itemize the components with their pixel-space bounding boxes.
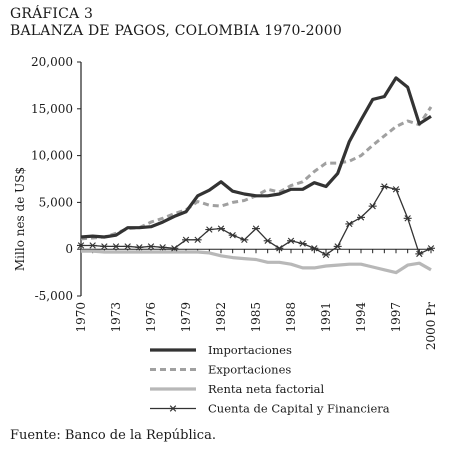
series-point-cuenta-de-capital-y-financiera xyxy=(415,250,424,258)
series-point-cuenta-de-capital-y-financiera xyxy=(252,225,260,232)
x-tick-label: 1997 xyxy=(389,302,403,333)
series-point-cuenta-de-capital-y-financiera xyxy=(123,243,132,250)
x-tick-label: 1970 xyxy=(74,302,88,333)
series-point-cuenta-de-capital-y-financiera xyxy=(240,236,249,244)
legend-label-importaciones: Importaciones xyxy=(208,343,292,357)
series-point-cuenta-de-capital-y-financiera xyxy=(310,245,319,252)
y-tick-label: 20,000 xyxy=(31,55,73,69)
series-point-cuenta-de-capital-y-financiera xyxy=(368,202,377,210)
series-point-cuenta-de-capital-y-financiera xyxy=(263,237,272,244)
series-point-cuenta-de-capital-y-financiera xyxy=(287,237,295,244)
series-point-cuenta-de-capital-y-financiera xyxy=(228,231,237,239)
series-point-cuenta-de-capital-y-financiera xyxy=(182,236,190,244)
y-tick-label: 15,000 xyxy=(31,102,73,116)
series-point-cuenta-de-capital-y-financiera xyxy=(392,186,400,193)
series-line-importaciones xyxy=(80,76,432,239)
chart-label: GRÁFICA 3 xyxy=(10,6,94,22)
series-line-renta-neta-factorial xyxy=(81,249,432,275)
series-point-cuenta-de-capital-y-financiera xyxy=(147,243,155,250)
x-tick-label: 1982 xyxy=(214,302,228,333)
series-point-cuenta-de-capital-y-financiera xyxy=(357,214,365,221)
series-point-cuenta-de-capital-y-financiera xyxy=(333,243,342,250)
y-tick-label: -5,000 xyxy=(35,289,73,303)
series-point-cuenta-de-capital-y-financiera xyxy=(217,225,225,232)
legend-label-renta-neta-factorial: Renta neta factorial xyxy=(208,382,324,396)
series-point-cuenta-de-capital-y-financiera xyxy=(170,245,179,252)
chart-series xyxy=(77,76,435,275)
x-tick-label: 1988 xyxy=(284,302,298,333)
y-axis-title: Millo nes de US$ xyxy=(13,167,27,271)
series-point-cuenta-de-capital-y-financiera xyxy=(380,183,389,190)
chart-title: BALANZA DE PAGOS, COLOMBIA 1970-2000 xyxy=(10,23,343,39)
series-point-cuenta-de-capital-y-financiera xyxy=(135,244,144,251)
series-point-cuenta-de-capital-y-financiera xyxy=(112,243,120,250)
chart-legend: Importaciones Exportaciones Renta neta fac… xyxy=(150,343,390,416)
series-line-exportaciones xyxy=(80,106,433,241)
legend-label-exportaciones: Exportaciones xyxy=(208,363,291,377)
series-point-cuenta-de-capital-y-financiera xyxy=(77,242,85,249)
x-tick-label: 1979 xyxy=(179,302,193,333)
x-tick-label: 1985 xyxy=(249,302,263,333)
legend-label-cuenta-de-capital-y-financiera: Cuenta de Capital y Financiera xyxy=(208,402,390,416)
series-point-cuenta-de-capital-y-financiera xyxy=(205,226,214,233)
x-tick-label: 1976 xyxy=(144,302,158,333)
series-point-cuenta-de-capital-y-financiera xyxy=(403,215,412,222)
series-point-cuenta-de-capital-y-financiera xyxy=(275,245,284,252)
series-point-cuenta-de-capital-y-financiera xyxy=(88,242,97,249)
y-tick-label: 10,000 xyxy=(31,149,73,163)
x-tick-label: 2000 Pr xyxy=(424,302,438,350)
series-point-cuenta-de-capital-y-financiera xyxy=(100,243,109,250)
series-point-cuenta-de-capital-y-financiera xyxy=(322,251,330,259)
series-point-cuenta-de-capital-y-financiera xyxy=(193,236,202,244)
series-point-cuenta-de-capital-y-financiera xyxy=(345,220,354,228)
x-tick-label: 1973 xyxy=(109,302,123,333)
chart-source: Fuente: Banco de la República. xyxy=(10,428,216,443)
legend-marker-cuenta-de-capital-y-financiera xyxy=(169,405,177,412)
y-tick-label: 0 xyxy=(65,242,73,256)
series-point-cuenta-de-capital-y-financiera xyxy=(298,240,307,247)
x-tick-label: 1991 xyxy=(319,302,333,333)
y-tick-label: 5,000 xyxy=(39,195,73,209)
series-point-cuenta-de-capital-y-financiera xyxy=(158,244,167,251)
series-point-cuenta-de-capital-y-financiera xyxy=(427,245,435,252)
x-tick-label: 1994 xyxy=(354,302,368,333)
